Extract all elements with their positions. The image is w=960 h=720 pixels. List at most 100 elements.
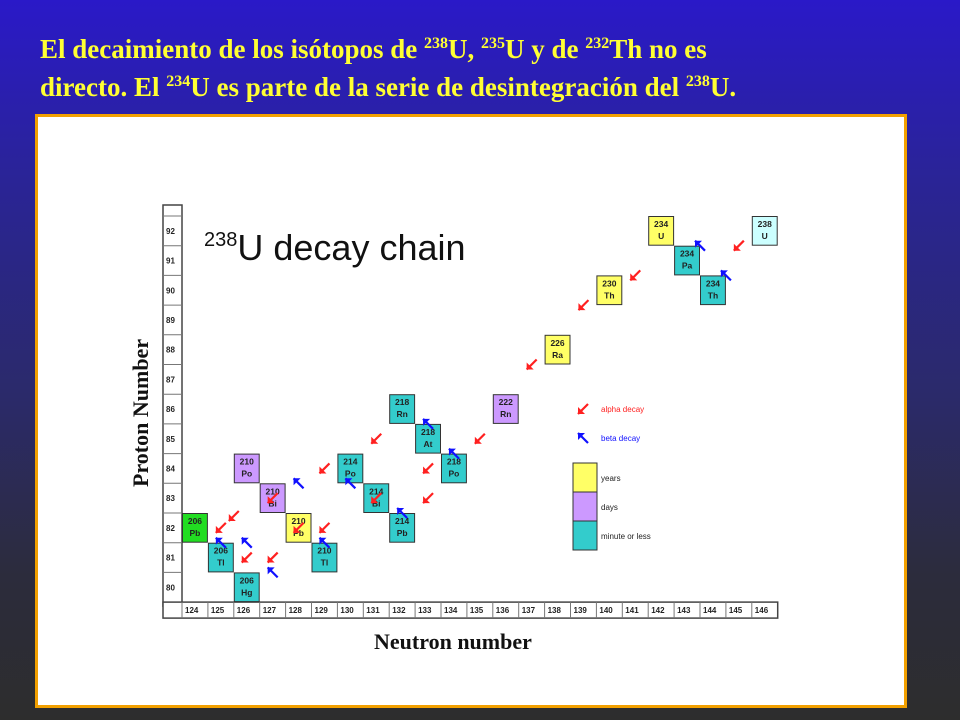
alpha-arrow-head xyxy=(267,555,275,563)
alpha-arrow xyxy=(292,522,305,534)
legend-arrow-head xyxy=(578,433,585,440)
legend-item-0: alpha decay xyxy=(601,405,644,414)
beta-arrow-head xyxy=(241,537,249,545)
x-tick-label: 126 xyxy=(237,606,251,615)
isotope-mass: 234 xyxy=(706,278,720,288)
isotope-mass: 218 xyxy=(421,427,435,437)
chart-heading-text: U decay chain xyxy=(237,227,465,268)
isotope-box xyxy=(751,216,778,246)
isotope-element: U xyxy=(658,231,664,241)
y-tick-label: 83 xyxy=(166,494,175,503)
title-line1-seg-6: Th no es xyxy=(609,34,707,64)
isotope-box xyxy=(492,394,519,424)
alpha-arrow-head xyxy=(293,525,301,533)
isotope-234-u: 234 U xyxy=(648,216,675,246)
isotope-mass: 234 xyxy=(680,249,694,259)
isotope-element: Th xyxy=(604,290,614,300)
isotope-element: Pb xyxy=(293,528,304,538)
isotope-element: Tl xyxy=(217,558,225,568)
x-tick-label: 131 xyxy=(366,606,380,615)
alpha-arrow xyxy=(240,551,253,564)
legend-label: minute or less xyxy=(601,532,651,541)
legend-item-2: years xyxy=(572,462,621,493)
isotope-element: At xyxy=(424,439,433,449)
beta-arrow-head xyxy=(448,448,456,456)
alpha-arrow-head xyxy=(319,466,327,474)
isotope-element: Pb xyxy=(190,528,201,538)
isotope-element: Bi xyxy=(372,498,381,508)
isotope-214-pb: 214 Pb xyxy=(389,513,416,543)
y-tick-label: 80 xyxy=(166,583,175,592)
isotope-mass: 210 xyxy=(317,546,331,556)
legend-label: beta decay xyxy=(601,434,640,443)
isotope-box xyxy=(648,216,675,246)
isotope-mass: 218 xyxy=(395,397,409,407)
isotope-element: Po xyxy=(345,469,356,479)
beta-arrow-head xyxy=(720,270,728,278)
title-line2-seg-1: 234 xyxy=(166,73,191,90)
title-line1-seg-3: 235 xyxy=(481,35,506,52)
isotope-226-ra: 226 Ra xyxy=(544,334,571,365)
beta-arrow xyxy=(266,566,279,579)
x-tick-label: 130 xyxy=(340,606,354,615)
decay-chain-figure: 92 91 90 89 88 87 86 85 84 83 82 81 80 124 125 126 127 12… xyxy=(35,114,907,708)
isotope-box xyxy=(700,275,726,306)
isotope-element: Bi xyxy=(268,498,277,508)
isotope-218-rn: 218 Rn xyxy=(389,394,416,424)
y-axis-label: Proton Number xyxy=(128,339,153,487)
isotope-element: U xyxy=(762,231,768,241)
isotope-234-th: 234 Th xyxy=(700,275,726,306)
isotope-boxes: 238U234Th234Pa234U230Th226Ra222Rn218Po21… xyxy=(182,216,778,603)
x-tick-label: 129 xyxy=(315,606,329,615)
decay-arrows xyxy=(215,239,745,579)
isotope-box xyxy=(389,513,416,543)
y-tick-label: 92 xyxy=(166,227,175,236)
legend-arrow xyxy=(577,403,589,415)
isotope-element: Po xyxy=(241,469,252,479)
isotope-230-th: 230 Th xyxy=(596,275,623,306)
isotope-box xyxy=(207,542,234,573)
alpha-arrow-head xyxy=(474,436,482,444)
isotope-element: Hg xyxy=(241,587,252,597)
y-tick-label: 88 xyxy=(166,346,175,355)
x-tick-label: 133 xyxy=(418,606,432,615)
x-tick-label: 141 xyxy=(625,606,639,615)
beta-arrow xyxy=(240,536,253,549)
x-tick-label: 143 xyxy=(677,606,691,615)
title-line2-seg-0: directo. El xyxy=(40,72,167,102)
legend-arrow-head xyxy=(578,407,585,414)
legend-label: alpha decay xyxy=(601,405,644,414)
legend-swatch xyxy=(572,491,598,522)
alpha-arrow xyxy=(215,522,227,534)
isotope-box xyxy=(182,513,208,543)
isotope-mass: 222 xyxy=(499,397,513,407)
isotope-mass: 206 xyxy=(214,546,228,556)
alpha-arrow xyxy=(525,358,538,371)
legend-label: days xyxy=(601,503,618,512)
title-line1-seg-5: 232 xyxy=(585,35,610,52)
legend-label: years xyxy=(601,474,621,483)
isotope-box xyxy=(389,394,416,424)
isotope-mass: 214 xyxy=(343,457,357,467)
alpha-arrow xyxy=(370,432,383,445)
alpha-arrow xyxy=(266,551,279,564)
isotope-mass: 230 xyxy=(602,278,616,288)
title-line2-seg-4: U. xyxy=(709,72,737,102)
x-tick-label: 137 xyxy=(522,606,536,615)
title-line1-seg-1: 238 xyxy=(424,35,449,52)
x-tick-label: 135 xyxy=(470,606,484,615)
title-line-2: directo. El 234U es parte de la serie de… xyxy=(40,68,940,106)
isotope-mass: 214 xyxy=(369,486,383,496)
isotope-210-tl: 210 Tl xyxy=(311,542,338,573)
alpha-arrow-head xyxy=(578,303,586,311)
alpha-arrow xyxy=(266,492,279,504)
isotope-element: Po xyxy=(449,469,460,479)
title-line-1: El decaimiento de los isótopos de 238U, … xyxy=(40,30,940,68)
beta-arrow xyxy=(396,507,408,519)
y-tick-label: 89 xyxy=(166,316,175,325)
beta-arrow xyxy=(292,477,305,490)
isotope-box xyxy=(596,275,623,306)
x-tick-label: 134 xyxy=(444,606,458,615)
y-tick-label: 91 xyxy=(166,257,175,266)
x-tick-label: 132 xyxy=(392,606,406,615)
